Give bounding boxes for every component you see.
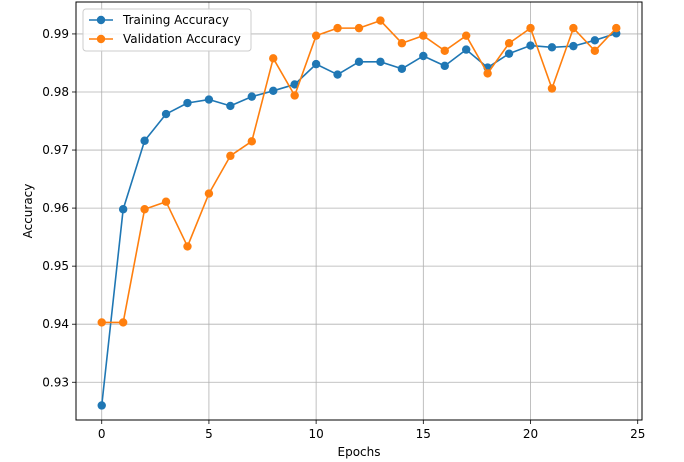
grid-lines: [76, 2, 642, 420]
training-accuracy-point: [419, 51, 428, 61]
training-accuracy-point: [247, 92, 257, 101]
validation-accuracy-point: [419, 31, 428, 40]
training-accuracy-point: [504, 49, 514, 58]
training-accuracy-line: [100, 32, 617, 406]
plot-area-frame: [75, 1, 643, 421]
training-accuracy-point: [183, 98, 192, 108]
y-tick-label: 0.96: [42, 201, 69, 215]
x-tick-label: 20: [523, 427, 538, 441]
validation-accuracy-point: [118, 318, 128, 327]
validation-accuracy-point: [226, 151, 235, 161]
training-accuracy-point: [226, 101, 235, 111]
validation-accuracy-point: [547, 84, 557, 93]
validation-accuracy-point: [140, 205, 149, 214]
x-axis-label: Epochs: [338, 445, 381, 459]
training-accuracy-point: [97, 401, 106, 410]
validation-accuracy-point: [161, 197, 171, 206]
training-accuracy-point: [376, 57, 385, 66]
plot-series: [97, 16, 621, 410]
y-tick-label: 0.99: [42, 27, 69, 41]
validation-accuracy-point: [354, 23, 364, 33]
validation-accuracy-point: [290, 91, 299, 100]
validation-accuracy-point: [97, 318, 106, 327]
training-accuracy-point: [311, 59, 321, 69]
y-tick-label: 0.98: [42, 85, 69, 99]
validation-accuracy-point: [461, 31, 471, 40]
x-tick-label: 5: [205, 427, 213, 441]
validation-accuracy-point: [376, 16, 385, 25]
training-accuracy-point: [354, 57, 364, 66]
x-tick-label: 0: [98, 427, 106, 441]
training-accuracy-point: [547, 43, 557, 52]
validation-accuracy-point: [483, 69, 492, 78]
training-accuracy-point: [526, 41, 535, 50]
x-tick-label: 15: [416, 427, 431, 441]
training-accuracy-point: [440, 61, 449, 71]
validation-accuracy-series: [97, 16, 621, 327]
legend: Training Accuracy Validation Accuracy: [82, 8, 252, 52]
validation-accuracy-point: [569, 23, 578, 33]
validation-accuracy-point: [269, 54, 278, 63]
validation-accuracy-point: [397, 39, 407, 48]
training-accuracy-point: [590, 36, 600, 45]
validation-accuracy-point: [590, 46, 600, 55]
training-accuracy-point: [333, 70, 342, 79]
validation-accuracy-point: [440, 46, 449, 55]
training-accuracy-point: [204, 95, 214, 104]
training-accuracy-point: [290, 80, 299, 89]
training-accuracy-point: [397, 64, 407, 73]
validation-accuracy-point: [204, 189, 214, 198]
x-tick-label: 10: [308, 427, 323, 441]
training-accuracy-point: [461, 45, 471, 54]
training-accuracy-point: [569, 41, 578, 51]
validation-accuracy-point: [612, 23, 621, 33]
y-tick-label: 0.94: [42, 317, 69, 331]
y-axis-label: Accuracy: [21, 184, 35, 239]
x-tick-label: 25: [630, 427, 645, 441]
training-accuracy-legend-label: Training Accuracy: [122, 13, 229, 27]
training-accuracy-point: [269, 86, 278, 96]
training-accuracy-series: [97, 29, 621, 410]
training-accuracy-point: [118, 205, 128, 214]
y-tick-label: 0.97: [42, 143, 69, 157]
axis-ticks: 0 5 10 15 20 25 0.93 0.94 0.95 0.96 0.97 0.98 0.99: [42, 27, 645, 441]
legend-box: [82, 8, 252, 52]
validation-accuracy-point: [333, 23, 342, 33]
y-tick-label: 0.95: [42, 259, 69, 273]
training-accuracy-point: [161, 109, 171, 119]
validation-accuracy-point: [504, 39, 514, 48]
validation-accuracy-point: [247, 137, 257, 146]
validation-accuracy-point: [183, 242, 192, 251]
validation-accuracy-point: [311, 31, 321, 40]
validation-accuracy-point: [526, 23, 535, 33]
y-tick-label: 0.93: [42, 375, 69, 389]
validation-accuracy-legend-marker: [96, 34, 106, 44]
training-accuracy-legend-marker: [96, 15, 106, 25]
validation-accuracy-legend-label: Validation Accuracy: [123, 32, 241, 46]
training-accuracy-point: [140, 136, 149, 145]
